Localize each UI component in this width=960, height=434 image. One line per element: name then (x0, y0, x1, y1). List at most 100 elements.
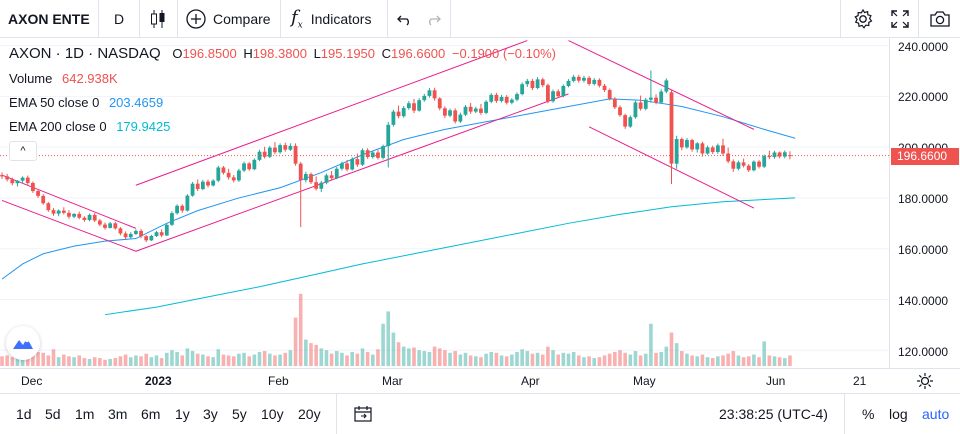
candle-body (643, 99, 648, 109)
volume-bar (582, 357, 586, 366)
volume-bar (283, 352, 288, 366)
interval-selector[interactable]: D (114, 11, 125, 27)
time-axis[interactable]: Dec 2023 Feb Mar Apr May Jun 21 (0, 368, 960, 393)
range-1m[interactable]: 1m (75, 406, 95, 422)
candle-body (566, 80, 571, 86)
settings-button[interactable] (852, 0, 874, 38)
candle-body (659, 91, 664, 103)
volume-bar (247, 356, 251, 366)
tradingview-logo[interactable] (6, 326, 40, 360)
volume-bar (345, 355, 349, 366)
volume-bar (139, 356, 143, 366)
candle-body (515, 94, 519, 100)
volume-bar (273, 355, 277, 366)
candle-body (427, 90, 432, 96)
range-10y[interactable]: 10y (261, 406, 284, 422)
volume-value: 642.938K (62, 71, 118, 86)
axis-settings-button[interactable] (916, 372, 934, 395)
range-3y[interactable]: 3y (203, 406, 218, 422)
candle-body (46, 203, 51, 211)
price-tick: 180.0000 (898, 192, 949, 206)
channel-line (1, 174, 137, 229)
redo-button[interactable] (424, 0, 442, 38)
range-5y[interactable]: 5y (232, 406, 247, 422)
candle-body (31, 182, 35, 192)
volume-bar (371, 354, 375, 366)
candle-body (695, 143, 700, 150)
percent-scale-toggle[interactable]: % (862, 406, 875, 422)
volume-bar (216, 349, 221, 366)
volume-bar (551, 350, 555, 366)
low-value: 195.1950 (320, 46, 376, 61)
volume-bar (144, 353, 148, 366)
volume-bar (453, 351, 457, 366)
volume-bar (15, 358, 20, 366)
candle-body (319, 182, 324, 189)
chart-pane[interactable]: AXON · 1D · NASDAQ O196.8500 H198.3800 L… (0, 38, 889, 368)
candle-body (381, 146, 385, 158)
volume-bar (772, 356, 777, 366)
volume-bar (149, 357, 154, 366)
volume-bar (268, 353, 272, 366)
auto-scale-toggle[interactable]: auto (922, 406, 950, 422)
channel-line (135, 40, 528, 186)
candle-body (345, 163, 349, 170)
volume-bar (494, 352, 499, 366)
candles-icon (151, 10, 165, 28)
range-6m[interactable]: 6m (141, 406, 161, 422)
chart-style-button[interactable] (149, 0, 167, 38)
candle-body (561, 85, 566, 97)
range-3m[interactable]: 3m (108, 406, 128, 422)
fullscreen-button[interactable] (890, 0, 910, 38)
candle-body (767, 156, 772, 158)
volume-bar (736, 355, 741, 366)
low-label: L (313, 46, 321, 61)
volume-bar (417, 350, 421, 366)
snapshot-button[interactable] (929, 0, 951, 38)
volume-bar (309, 343, 313, 366)
candle-body (685, 140, 689, 148)
volume-bar (154, 355, 159, 366)
candle-body (499, 96, 504, 101)
volume-bar (201, 354, 205, 366)
volume-bar (231, 356, 236, 366)
volume-bar (592, 358, 597, 366)
candle-body (479, 108, 483, 113)
volume-bar (92, 357, 97, 366)
volume-bar (463, 352, 468, 366)
price-axis[interactable]: 240.0000 220.0000 200.0000 180.0000 160.… (889, 38, 960, 368)
range-1d[interactable]: 1d (16, 406, 32, 422)
ema200-legend: EMA 200 close 0 179.9425 (9, 119, 170, 134)
time-tick: Dec (21, 374, 43, 388)
compare-button[interactable]: Compare (185, 0, 271, 38)
collapse-legend-button[interactable]: ^ (9, 141, 37, 161)
candle-body (396, 111, 401, 117)
volume-bar (752, 354, 756, 366)
indicators-button[interactable]: fx Indicators (291, 0, 371, 38)
candle-body (489, 94, 494, 102)
volume-bar (360, 348, 365, 366)
timezone-clock[interactable]: 23:38:25 (UTC-4) (719, 406, 828, 422)
candle-body (61, 210, 66, 213)
log-scale-toggle[interactable]: log (889, 406, 908, 422)
candle-body (540, 79, 545, 86)
candle-body (484, 101, 488, 113)
range-5d[interactable]: 5d (45, 406, 61, 422)
goto-date-button[interactable] (353, 405, 373, 428)
candle-body (77, 213, 82, 218)
volume-bar (41, 352, 45, 366)
volume-bar (741, 357, 746, 366)
candle-body (211, 180, 216, 186)
volume-bar (72, 357, 76, 366)
range-1y[interactable]: 1y (175, 406, 190, 422)
price-chart[interactable] (0, 38, 889, 368)
fx-icon: fx (291, 7, 303, 31)
symbol-search[interactable]: AXON ENTE (8, 11, 90, 27)
candle-body (721, 145, 725, 154)
range-20y[interactable]: 20y (298, 406, 321, 422)
candle-body (664, 80, 669, 92)
divider (280, 0, 281, 38)
candle-body (741, 162, 746, 166)
candle-body (226, 172, 231, 178)
undo-button[interactable] (396, 0, 414, 38)
